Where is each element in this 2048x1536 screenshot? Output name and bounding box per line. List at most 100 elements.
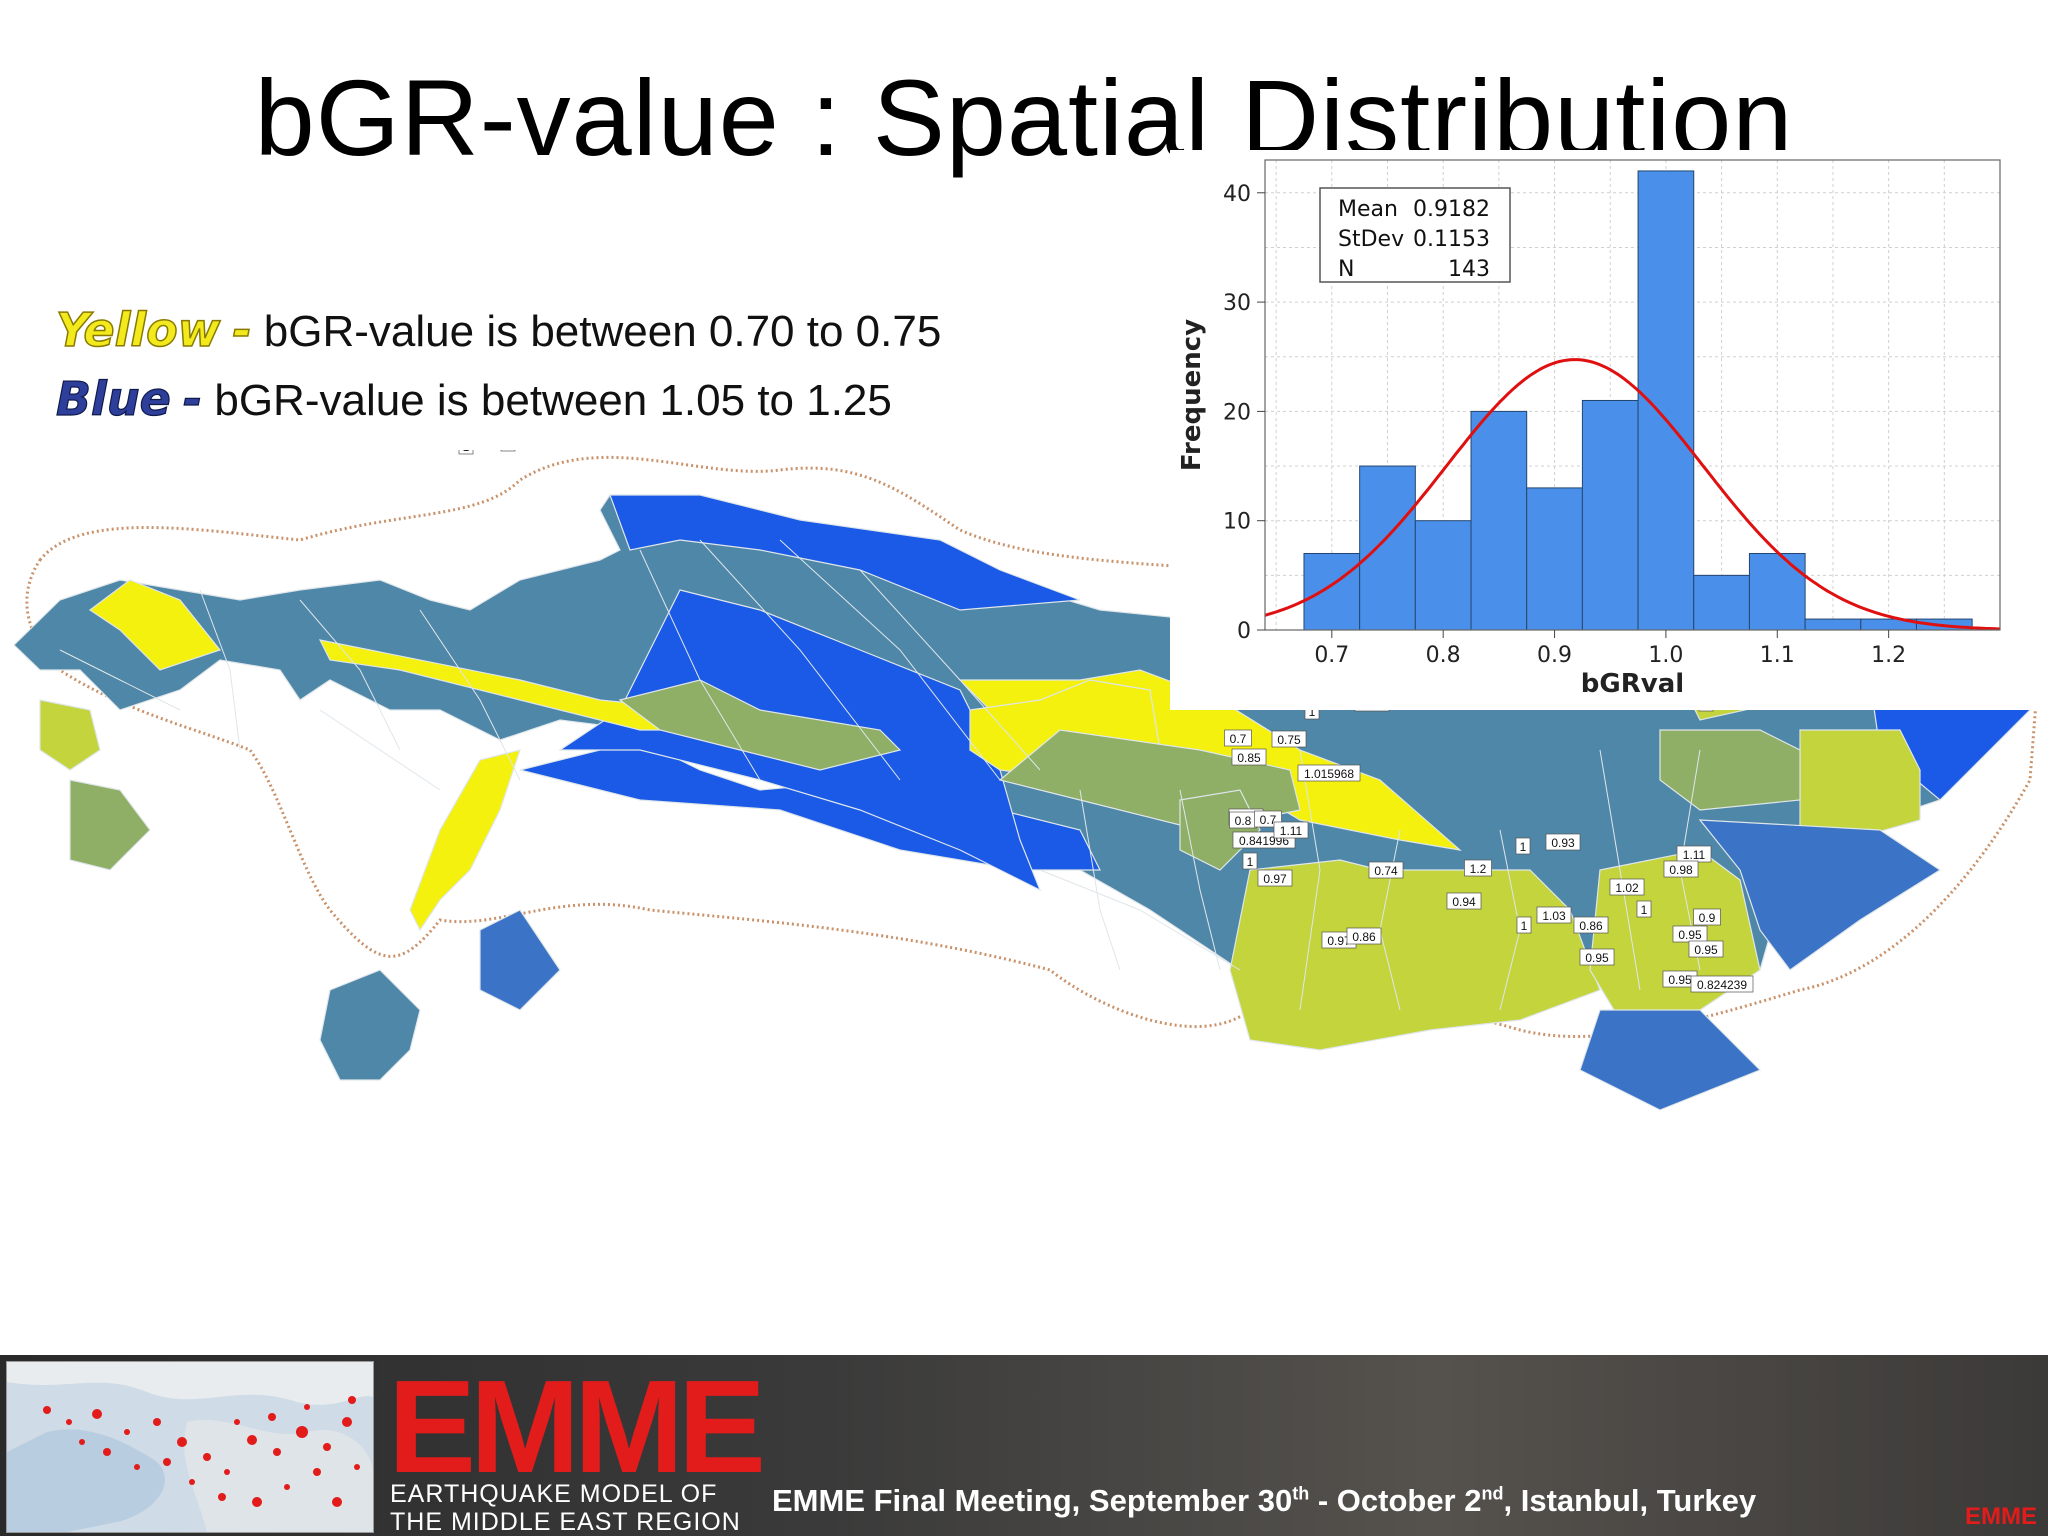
zone-boundary-line [1179, 789, 1221, 971]
map-zone [479, 909, 561, 1011]
zone-value-label: 1 [500, 450, 516, 452]
y-tick-label: 30 [1223, 291, 1251, 316]
histogram-bar [1526, 487, 1583, 631]
zone-label-text: 1.03 [1542, 909, 1566, 923]
zone-buffer-outline [25, 455, 2042, 1038]
meeting-sup-1: th [1292, 1483, 1310, 1504]
zone-label-box [1663, 860, 1699, 878]
zone-label-text: 0.824239 [1697, 978, 1747, 992]
zone-value-label: 1 [1242, 852, 1258, 870]
legend-yellow: Yellow - bGR-value is between 0.70 to 0.… [55, 302, 942, 358]
histogram-bar [1693, 574, 1750, 631]
zone-value-label: 0.86 [1573, 916, 1609, 934]
zone-label-text: 0.98 [1669, 863, 1693, 877]
zone-label-text: 1.015968 [1304, 767, 1354, 781]
zone-label-text: 0.97 [1263, 872, 1287, 886]
zone-label-box [1609, 878, 1645, 896]
zone-label-box [1636, 900, 1652, 918]
stats-n-value: 143 [1448, 257, 1490, 282]
zone-label-text: 1.11 [1683, 848, 1706, 862]
zone-label-box [1515, 837, 1531, 855]
zone-label-text: 1 [1641, 903, 1648, 917]
zone-label-box [1579, 948, 1615, 966]
zone-label-text: 1.2 [1470, 862, 1487, 876]
zone-boundary-line [419, 609, 521, 781]
organization-line-2: THE MIDDLE EAST REGION [390, 1508, 741, 1536]
y-tick-label: 20 [1223, 400, 1251, 425]
zone-boundary-line [779, 539, 1001, 781]
zone-label-box [1516, 916, 1532, 934]
x-tick-label: 1.1 [1760, 643, 1795, 668]
seismicity-map-thumbnail [6, 1361, 374, 1533]
zone-value-label: 0.7 [1254, 810, 1282, 828]
zone-label-text: 1 [505, 450, 512, 451]
zone-boundary-line [639, 549, 761, 781]
meeting-sup-2: nd [1481, 1483, 1504, 1504]
bgr-histogram: 0.7 0.8 0.9 1.0 1.1 1.2 0 10 20 30 40 bGRval Frequ… [1170, 150, 2048, 710]
zone-boundaries [59, 539, 1701, 1011]
histogram-axes: 0.7 0.8 0.9 1.0 1.1 1.2 0 10 20 30 40 [1223, 159, 2001, 668]
zone-value-label: 1 [1516, 916, 1532, 934]
x-axis-label: bGRval [1581, 669, 1684, 699]
map-zone [69, 779, 151, 871]
meeting-text-a: EMME Final Meeting, September 30 [772, 1483, 1293, 1518]
zone-value-label: 1.03 [1536, 906, 1572, 924]
zone-label-text: 0.95 [1694, 943, 1718, 957]
zone-value-label: 0.95 [1672, 925, 1708, 943]
legend-yellow-text: bGR-value is between 0.70 to 0.75 [263, 307, 942, 356]
zone-boundary-line [1599, 749, 1641, 991]
map-zone [409, 749, 521, 932]
x-tick-label: 1.0 [1648, 643, 1683, 668]
normal-fit-curve [1264, 358, 2001, 631]
zone-label-box [1446, 892, 1482, 910]
map-zone [1229, 859, 1601, 1051]
zone-label-box [1690, 975, 1754, 993]
histogram-bars [1303, 170, 1973, 631]
zone-value-label: 0.824239 [1690, 975, 1754, 993]
zone-value-label: 1.2 [1464, 859, 1492, 877]
x-tick-label: 0.8 [1426, 643, 1461, 668]
histogram-bar [1359, 465, 1416, 631]
zone-label-box [500, 450, 516, 452]
zone-label-text: 0.85 [1237, 751, 1261, 765]
zone-label-box [458, 450, 474, 455]
zone-label-text: 0.75 [1277, 733, 1301, 747]
zone-boundary-line [199, 589, 241, 751]
zone-label-text: 0.8 [1235, 814, 1252, 828]
zone-boundary-line [299, 599, 401, 751]
zone-value-label: 1 [1636, 900, 1652, 918]
zone-boundary-line [319, 709, 441, 791]
legend-yellow-dash: - [232, 302, 253, 358]
zone-label-box [1536, 906, 1572, 924]
map-zone [618, 679, 902, 771]
zone-value-label: 0.85 [1231, 748, 1267, 766]
x-tick-label: 1.2 [1871, 643, 1906, 668]
zone-value-label: 0.7 [1224, 729, 1252, 747]
legend-blue: Blue - bGR-value is between 1.05 to 1.25 [55, 371, 891, 426]
zone-label-box [1368, 861, 1404, 879]
zone-label-box [1242, 852, 1258, 870]
zone-label-box [1346, 927, 1382, 945]
zone-label-text: 0.95 [1678, 928, 1702, 942]
histogram-bar [1470, 410, 1528, 631]
zone-label-box [1271, 730, 1307, 748]
zone-value-label: 0.9 [1693, 908, 1721, 926]
zone-value-label: 0.95 [1688, 940, 1724, 958]
stats-n-label: N [1338, 257, 1354, 282]
zone-label-text: 1.02 [1615, 881, 1639, 895]
map-zone [609, 494, 1081, 611]
zone-value-label: 0.75 [1271, 730, 1307, 748]
legend-blue-dash: - [182, 371, 203, 426]
map-zone [1659, 729, 1801, 811]
map-zone [1799, 729, 1921, 841]
zone-label-text: 0.7 [1230, 732, 1247, 746]
histogram-bar [1748, 552, 1806, 631]
zone-boundary-line [1079, 789, 1121, 971]
zone-value-label: 1 [1515, 837, 1531, 855]
zone-boundary-line [1299, 749, 1321, 1011]
y-axis-label: Frequency [1177, 319, 1207, 471]
zone-label-text: 1 [1521, 919, 1528, 933]
zone-label-text: 0.97 [1327, 934, 1351, 948]
zone-value-label: 1.015968 [1297, 764, 1361, 782]
